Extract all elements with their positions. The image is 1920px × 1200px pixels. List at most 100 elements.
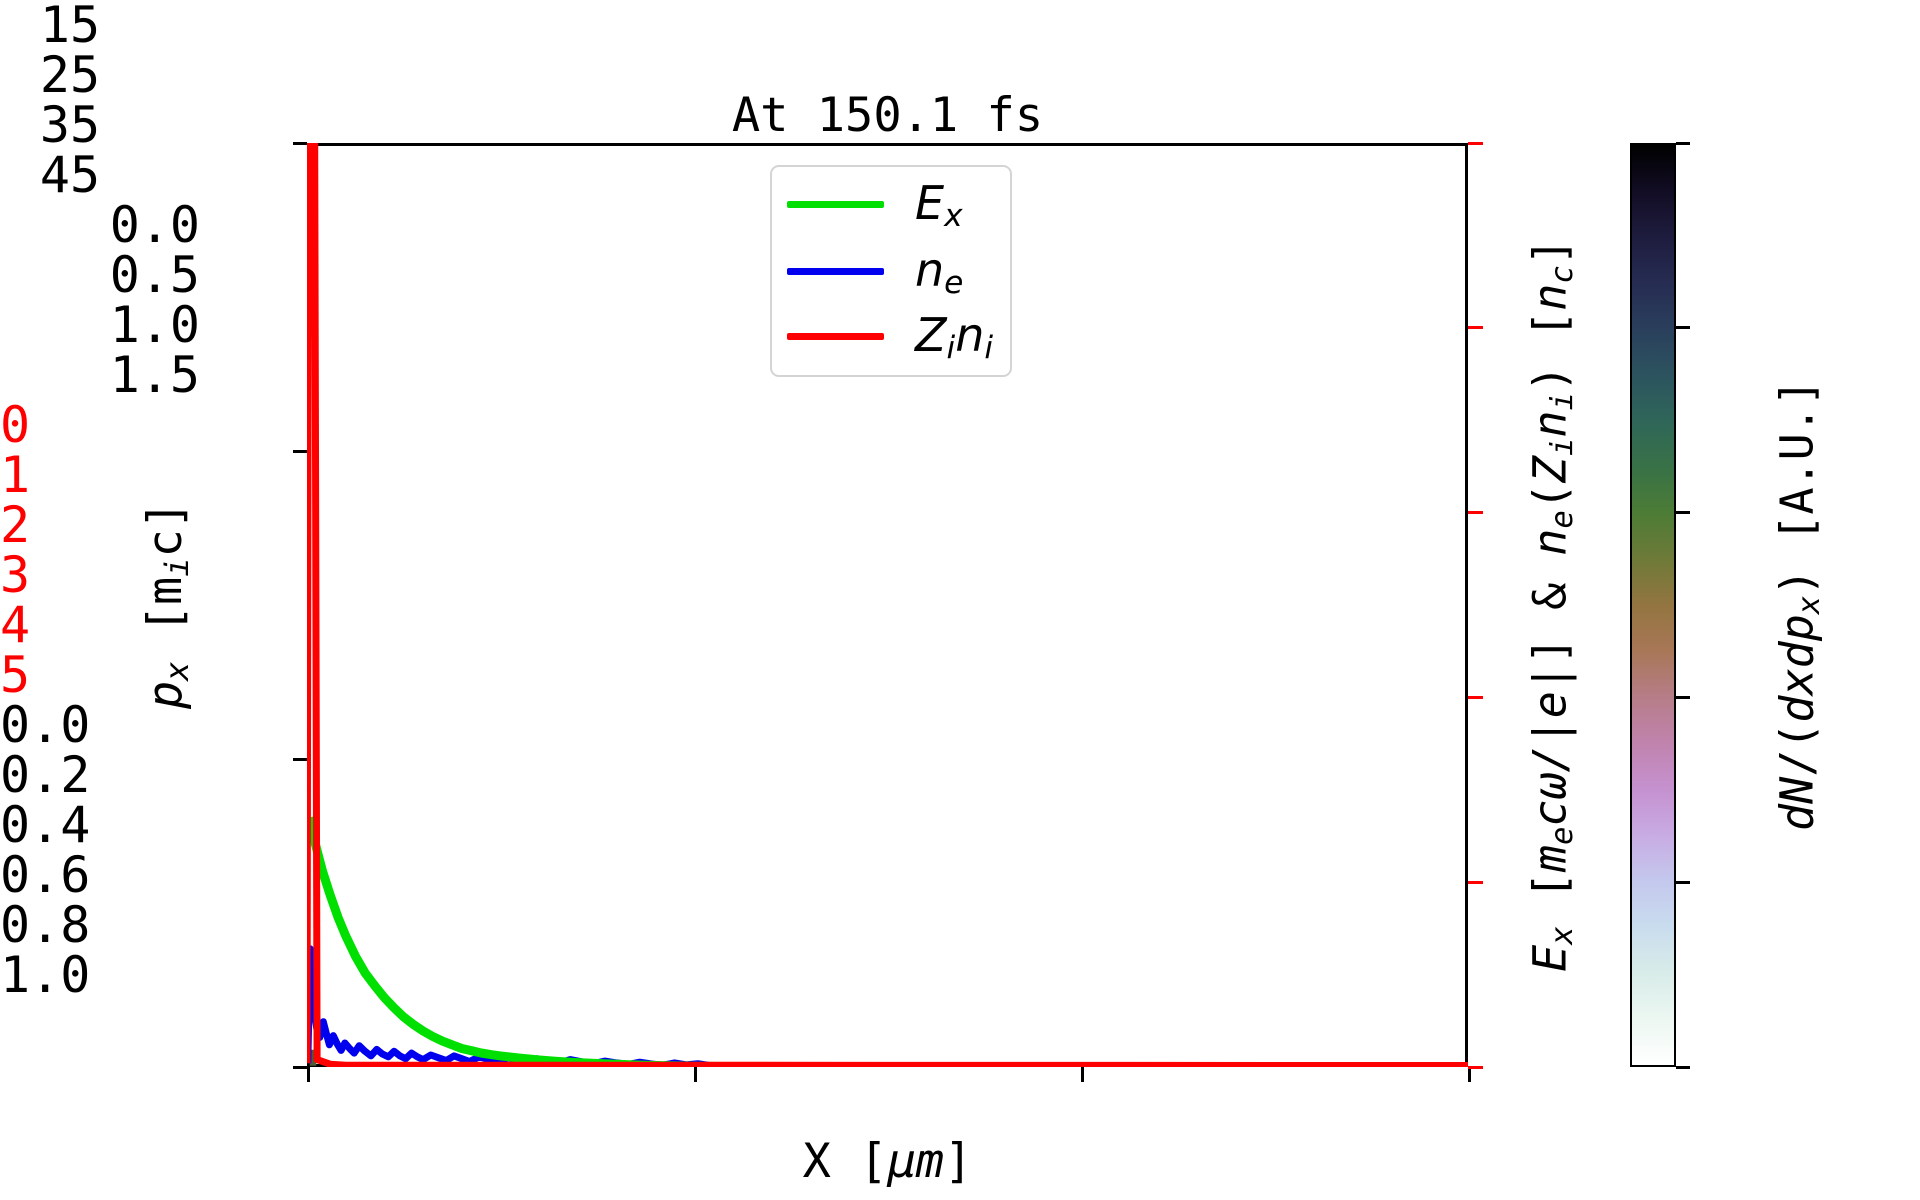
label-seg: i bbox=[1545, 392, 1581, 411]
label-seg: x bbox=[944, 197, 963, 234]
x-tick-mark bbox=[1468, 1067, 1471, 1082]
colorbar-tick-mark bbox=[1676, 695, 1690, 699]
label-seg: /( bbox=[1770, 722, 1824, 777]
y-right-tick-label: 3 bbox=[0, 546, 31, 604]
plot-title: At 150.1 fs bbox=[731, 88, 1044, 143]
label-seg: ) bbox=[1770, 568, 1824, 596]
label-seg: i bbox=[946, 329, 956, 366]
label-seg: i bbox=[984, 329, 994, 366]
y-left-tick-mark bbox=[293, 141, 307, 145]
label-seg: Z bbox=[1523, 455, 1577, 484]
colorbar-tick-label: 1.0 bbox=[0, 946, 91, 1004]
label-seg: [A.U.] bbox=[1770, 379, 1824, 569]
y-left-tick-label: 0.5 bbox=[109, 246, 200, 304]
label-seg: e bbox=[1545, 826, 1581, 846]
label-seg: n bbox=[955, 308, 985, 362]
legend-label-ex: Ex bbox=[915, 180, 963, 232]
label-seg: p bbox=[138, 680, 194, 710]
x-tick-mark bbox=[694, 1067, 697, 1082]
y-left-tick-label: 1.0 bbox=[109, 296, 200, 354]
colorbar-tick-mark bbox=[1676, 880, 1690, 884]
label-seg: ) bbox=[1523, 364, 1577, 393]
y-left-tick-label: 0.0 bbox=[109, 196, 200, 254]
curve-ex bbox=[307, 816, 1468, 1067]
x-tick-mark bbox=[307, 1067, 310, 1082]
label-seg: E bbox=[915, 176, 945, 230]
label-seg: x bbox=[1545, 926, 1581, 945]
colorbar-tick-mark bbox=[1676, 141, 1690, 145]
label-seg: c] bbox=[138, 500, 194, 558]
label-seg: i bbox=[158, 557, 197, 577]
y-right-tick-mark bbox=[1468, 326, 1483, 330]
legend-line-ex bbox=[787, 201, 884, 208]
x-axis-label: X [μm] bbox=[307, 1138, 1468, 1185]
label-seg: [m bbox=[138, 576, 194, 662]
colorbar-tick-mark bbox=[1676, 326, 1690, 330]
label-seg: e bbox=[944, 264, 964, 301]
density-patch bbox=[309, 1049, 317, 1066]
label-seg: x bbox=[158, 661, 197, 681]
x-tick-label: 15 bbox=[39, 0, 101, 54]
label-seg: ( bbox=[1523, 483, 1577, 511]
label-seg: & bbox=[1523, 555, 1577, 610]
label-seg: c bbox=[1545, 265, 1581, 284]
label-seg: cω/|e| bbox=[1523, 664, 1577, 827]
colorbar-tick-mark bbox=[1676, 511, 1690, 515]
x-tick-label: 45 bbox=[39, 146, 101, 204]
y-right-tick-mark bbox=[1468, 1065, 1483, 1069]
y-right-tick-mark bbox=[1468, 880, 1483, 884]
label-seg: n bbox=[1523, 528, 1577, 556]
colorbar-tick-mark bbox=[1676, 1065, 1690, 1069]
label-seg: m bbox=[1523, 845, 1577, 873]
y-left-tick-label: 1.5 bbox=[109, 346, 200, 404]
colorbar-tick-label: 0.0 bbox=[0, 696, 91, 754]
colorbar-label: dN/(dxdpx) [A.U.] bbox=[1770, 379, 1828, 831]
x-tick-label: 25 bbox=[39, 46, 101, 104]
label-seg: n bbox=[1523, 410, 1577, 438]
legend-box: Ex ne Zini bbox=[770, 165, 1012, 377]
legend-line-zini bbox=[787, 333, 884, 340]
colorbar-tick-label: 0.2 bbox=[0, 746, 91, 804]
x-tick-label: 35 bbox=[39, 96, 101, 154]
label-seg: Z bbox=[915, 308, 947, 362]
colorbar-tick-label: 0.4 bbox=[0, 796, 91, 854]
label-seg: ] bbox=[1523, 609, 1577, 665]
label-seg: ] bbox=[944, 1134, 973, 1189]
y-right-tick-label: 5 bbox=[0, 646, 31, 704]
y-left-axis-label: px [mic] bbox=[138, 501, 197, 709]
label-seg: n bbox=[915, 243, 945, 297]
y-right-axis-label: Ex [mecω/|e|] & ne(Zini) [nc] bbox=[1523, 238, 1581, 972]
y-right-tick-label: 0 bbox=[0, 396, 31, 454]
label-seg: dN bbox=[1770, 776, 1824, 831]
label-seg: μm bbox=[887, 1134, 945, 1189]
y-left-tick-mark bbox=[293, 757, 307, 761]
label-seg: e bbox=[1545, 510, 1581, 529]
label-seg: [ bbox=[1523, 310, 1577, 365]
curve-zini bbox=[307, 143, 1468, 1067]
y-left-tick-mark bbox=[293, 1065, 307, 1069]
y-right-tick-label: 2 bbox=[0, 496, 31, 554]
y-right-tick-mark bbox=[1468, 695, 1483, 699]
colorbar-tick-label: 0.8 bbox=[0, 896, 91, 954]
legend-label-zini: Zini bbox=[915, 312, 993, 364]
x-tick-mark bbox=[1081, 1067, 1084, 1082]
y-right-tick-label: 4 bbox=[0, 596, 31, 654]
label-seg: x bbox=[1792, 595, 1828, 615]
colorbar-tick-label: 0.6 bbox=[0, 846, 91, 904]
label-seg: n bbox=[1523, 283, 1577, 311]
colorbar bbox=[1630, 143, 1676, 1067]
label-seg: X [ bbox=[802, 1134, 888, 1189]
plot-curves-svg bbox=[307, 143, 1468, 1067]
y-right-tick-mark bbox=[1468, 141, 1483, 145]
legend-line-ne bbox=[787, 268, 884, 275]
y-left-tick-mark bbox=[293, 449, 307, 453]
label-seg: i bbox=[1545, 437, 1581, 456]
legend-label-ne: ne bbox=[915, 247, 963, 299]
y-right-tick-mark bbox=[1468, 511, 1483, 515]
label-seg: ] bbox=[1523, 238, 1577, 266]
label-seg: [ bbox=[1523, 872, 1577, 927]
y-right-tick-label: 1 bbox=[0, 446, 31, 504]
label-seg: dxdp bbox=[1770, 614, 1824, 723]
label-seg: E bbox=[1523, 944, 1577, 972]
